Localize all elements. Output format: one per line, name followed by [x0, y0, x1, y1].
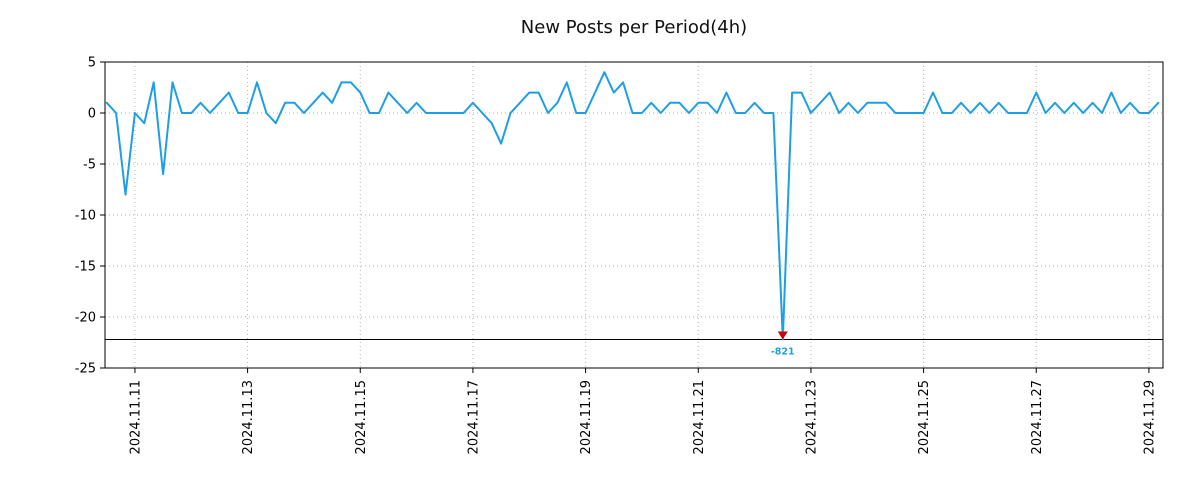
x-tick-label: 2024.11.25	[917, 380, 932, 454]
x-tick-label: 2024.11.21	[692, 380, 707, 454]
spike-annotation: -821	[771, 331, 795, 357]
y-tick-label: -15	[75, 260, 96, 275]
x-tick-label: 2024.11.11	[128, 380, 143, 454]
spike-value-label: -821	[771, 346, 795, 357]
chart-title: New Posts per Period(4h)	[520, 17, 748, 38]
x-tick-label: 2024.11.17	[466, 380, 481, 454]
y-tick-label: -5	[83, 158, 96, 173]
y-tick-label: -20	[75, 311, 96, 326]
down-arrow-marker-icon	[777, 331, 788, 340]
x-tick-label: 2024.11.13	[241, 380, 256, 454]
y-axis: 5 0 -5 -10 -15 -20 -25	[75, 56, 105, 377]
y-tick-label: -25	[75, 362, 96, 377]
y-tick-label: 0	[88, 107, 96, 122]
x-tick-label: 2024.11.23	[804, 380, 819, 454]
y-tick-label: 5	[88, 56, 96, 71]
x-axis: 2024.11.11 2024.11.13 2024.11.15 2024.11.17…	[128, 368, 1157, 454]
x-tick-label: 2024.11.29	[1142, 380, 1157, 454]
y-tick-label: -10	[75, 209, 96, 224]
x-tick-label: 2024.11.19	[579, 380, 594, 454]
x-tick-label: 2024.11.27	[1030, 380, 1045, 454]
data-line-series	[105, 71, 1160, 341]
x-tick-label: 2024.11.15	[354, 380, 369, 454]
